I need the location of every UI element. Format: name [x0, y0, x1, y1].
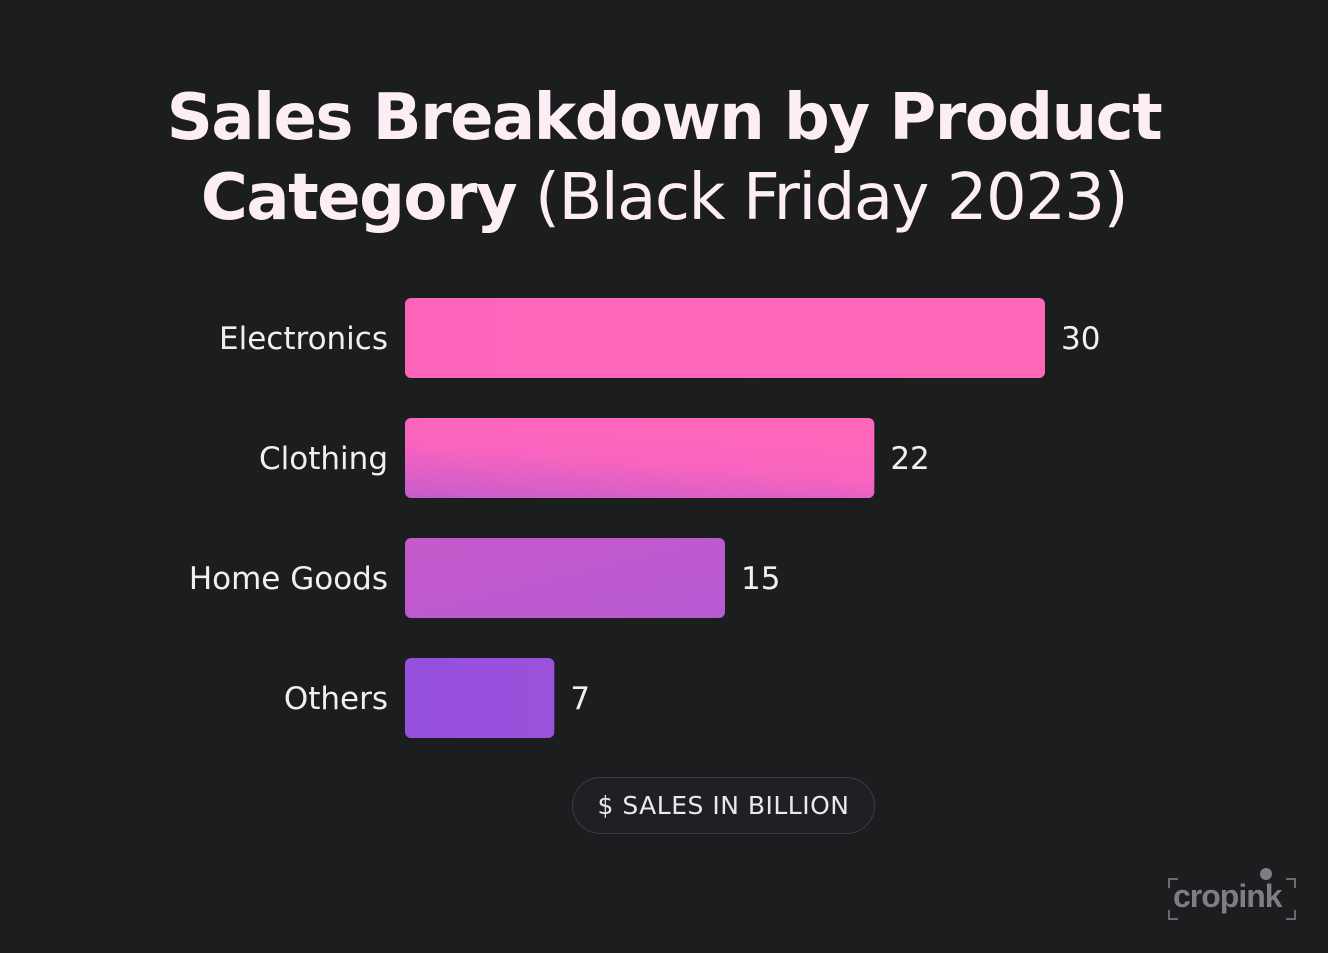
- chart-title: Sales Breakdown by Product Category (Bla…: [0, 78, 1328, 238]
- bar-clothing: [405, 418, 875, 498]
- logo-corner: [1286, 910, 1296, 920]
- value-label-home-goods: 15: [741, 561, 780, 597]
- value-label-clothing: 22: [890, 441, 929, 477]
- title-subtitle: (Black Friday 2023): [534, 161, 1129, 235]
- category-label-electronics: Electronics: [219, 321, 388, 357]
- value-label-others: 7: [570, 681, 590, 717]
- logo-corner: [1168, 910, 1178, 920]
- category-label-home-goods: Home Goods: [189, 561, 388, 597]
- title-main: Sales Breakdown by Product Category: [166, 81, 1163, 235]
- cropink-logo: cropink: [1168, 868, 1296, 920]
- logo-corner: [1286, 878, 1296, 888]
- bar-others: [405, 658, 555, 738]
- bars-group: Electronics 30 Clothing 22 Home Goods 15 Other…: [189, 298, 1100, 738]
- value-label-electronics: 30: [1061, 321, 1100, 357]
- category-label-clothing: Clothing: [259, 441, 388, 477]
- logo-dot-icon: [1260, 868, 1272, 880]
- logo-wordmark: cropink: [1173, 878, 1283, 914]
- bar-home-goods: [405, 538, 725, 618]
- bar-electronics: [405, 298, 1045, 378]
- axis-label-pill: $ SALES IN BILLION: [572, 777, 875, 834]
- logo-corner: [1168, 878, 1178, 888]
- category-label-others: Others: [284, 681, 388, 717]
